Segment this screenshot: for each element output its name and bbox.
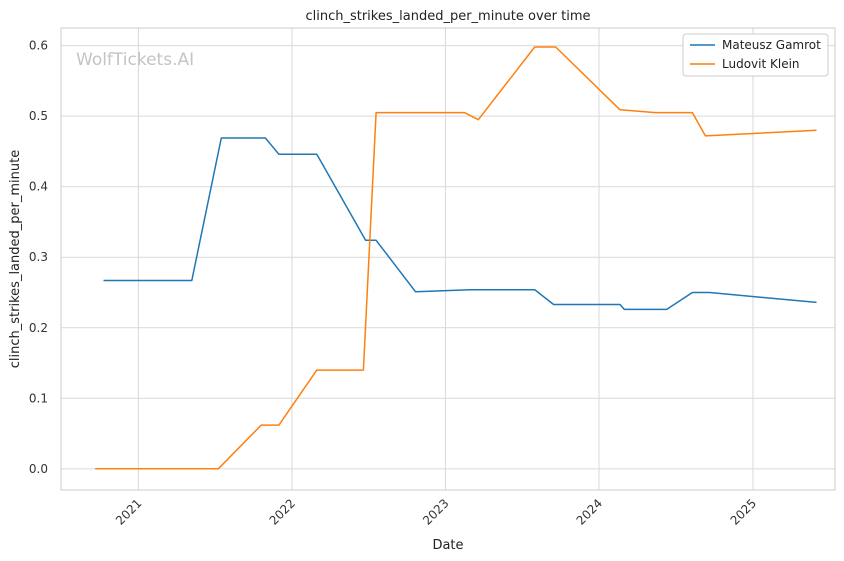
grid-layer [61,28,835,490]
legend: Mateusz Gamrot Ludovit Klein [682,33,829,77]
y-tick-label-0.4: 0.4 [29,180,48,194]
x-tick-label-2022: 2022 [267,496,298,527]
y-tick-label-0.3: 0.3 [29,250,48,264]
legend-label-ludovit-klein: Ludovit Klein [722,57,800,71]
plot-frame [60,27,836,491]
x-tick-label-2023: 2023 [420,496,451,527]
series-line-ludovit-klein [95,46,817,470]
y-axis-label: clinch_strikes_landed_per_minute [8,150,23,368]
legend-box [682,33,829,77]
y-tick-label-0.5: 0.5 [29,109,48,123]
x-axis-label: Date [432,538,463,553]
x-tick-label-2025: 2025 [728,496,759,527]
y-tick-label-0.6: 0.6 [29,39,48,53]
y-tick-label-0.2: 0.2 [29,321,48,335]
x-tick-label-2024: 2024 [574,496,605,527]
y-tick-label-0.0: 0.0 [29,462,48,476]
x-tick-label-2021: 2021 [113,496,144,527]
series-line-mateusz-gamrot [103,137,817,311]
y-tick-label-0.1: 0.1 [29,391,48,405]
watermark: WolfTickets.AI [76,50,194,70]
chart-title: clinch_strikes_landed_per_minute over ti… [305,9,590,24]
series-layer [95,46,817,470]
legend-label-mateusz-gamrot: Mateusz Gamrot [722,38,821,52]
